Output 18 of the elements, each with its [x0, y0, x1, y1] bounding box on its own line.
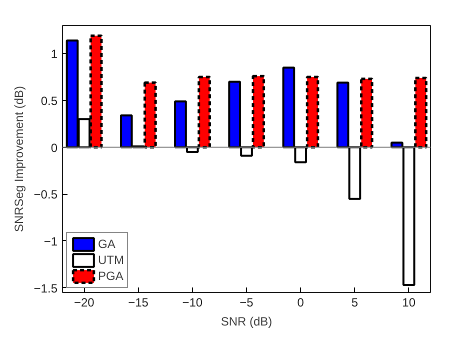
x-tick-label: 10: [402, 296, 416, 310]
x-tick-label: −10: [182, 296, 203, 310]
y-tick-label: −0.5: [34, 188, 58, 202]
x-tick-label: −20: [74, 296, 95, 310]
x-tick-label: 0: [297, 296, 304, 310]
x-tick-label: −5: [240, 296, 254, 310]
legend-label: PGA: [98, 269, 124, 283]
y-axis-title: SNRSeg Improvement (dB): [12, 86, 26, 232]
y-tick-label: −1: [44, 234, 58, 248]
x-tick-label: −15: [128, 296, 149, 310]
x-tick-label: 5: [351, 296, 358, 310]
legend-label: UTM: [98, 253, 124, 267]
y-tick-label: 0.5: [40, 94, 58, 108]
y-tick-label: 0: [50, 140, 58, 155]
y-tick-label: −1.5: [34, 281, 58, 296]
x-axis-title: SNR (dB): [220, 314, 272, 328]
legend-label: GA: [98, 237, 116, 251]
y-tick-label: 1: [50, 47, 58, 62]
